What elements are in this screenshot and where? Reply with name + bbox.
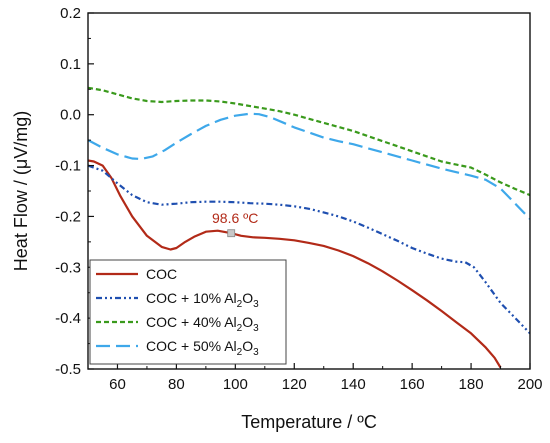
legend-label-1: COC + 10% Al2O3 <box>146 290 259 310</box>
series-line-0 <box>88 159 502 369</box>
y-tick-label: -0.2 <box>55 208 81 225</box>
legend-label-2: COC + 40% Al2O3 <box>146 314 259 334</box>
annotation-layer: 98.6 ºC <box>212 210 258 238</box>
ticks-layer: 60 80 100 120 140 160 180 200 0.2 0.1 0.0 -0.1 -0.2 -… <box>55 5 542 393</box>
legend-label-3: COC + 50% Al2O3 <box>146 338 259 358</box>
legend: COC COC + 10% Al2O3 COC + 40% Al2O3 COC + 5… <box>89 259 287 365</box>
y-tick-label: -0.5 <box>55 361 81 378</box>
y-tick-label: 0.0 <box>60 107 81 124</box>
x-tick-label: 200 <box>517 376 542 393</box>
y-tick-label: 0.2 <box>60 5 81 22</box>
x-tick-label: 120 <box>282 376 307 393</box>
y-tick-label: -0.3 <box>55 259 81 276</box>
series-line-2 <box>88 86 530 197</box>
y-tick-label: -0.1 <box>55 158 81 175</box>
y-axis-title: Heat Flow / (μV/mg) <box>11 111 31 271</box>
annotation-marker <box>227 229 236 238</box>
x-tick-label: 140 <box>341 376 366 393</box>
legend-label-0: COC <box>146 266 177 282</box>
annotation-label: 98.6 ºC <box>212 210 258 226</box>
y-tick-label: -0.4 <box>55 310 81 327</box>
series-line-3 <box>88 112 530 220</box>
x-tick-label: 100 <box>223 376 248 393</box>
x-tick-label: 160 <box>400 376 425 393</box>
x-tick-label: 180 <box>459 376 484 393</box>
x-axis-title: Temperature / ºC <box>241 412 377 432</box>
series-layer <box>88 86 530 369</box>
x-tick-label: 60 <box>109 376 126 393</box>
x-tick-label: 80 <box>168 376 185 393</box>
y-tick-label: 0.1 <box>60 56 81 73</box>
